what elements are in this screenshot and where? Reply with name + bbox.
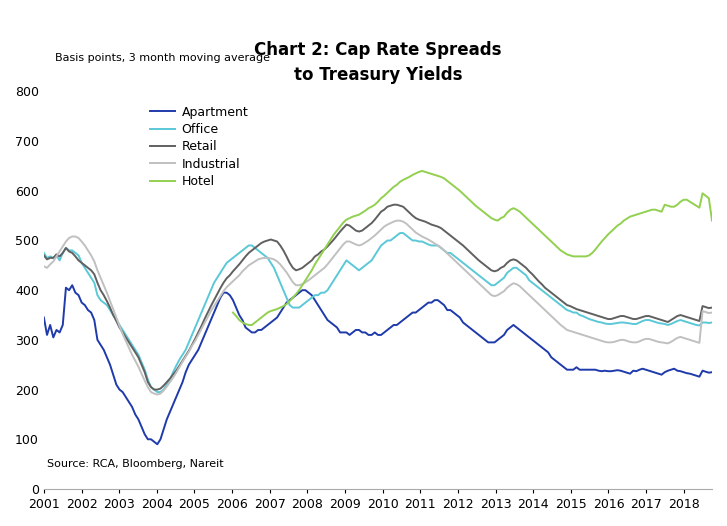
Apartment <box>39 315 48 321</box>
Retail <box>39 252 48 259</box>
Office <box>707 319 716 326</box>
Text: Basis points, 3 month moving average: Basis points, 3 month moving average <box>55 53 270 63</box>
Industrial <box>374 229 382 236</box>
Apartment <box>225 292 234 298</box>
Line: Office: Office <box>44 233 712 392</box>
Text: Source: RCA, Bloomberg, Nareit: Source: RCA, Bloomberg, Nareit <box>47 459 224 469</box>
Office <box>58 250 67 256</box>
Hotel <box>707 217 716 224</box>
Office <box>166 377 174 383</box>
Industrial <box>393 217 401 224</box>
Retail <box>197 323 206 329</box>
Office <box>222 260 231 266</box>
Apartment <box>276 309 284 316</box>
Retail <box>707 305 716 311</box>
Line: Apartment: Apartment <box>44 285 712 444</box>
Office <box>39 250 48 256</box>
Retail <box>222 275 231 281</box>
Industrial <box>153 391 161 398</box>
Apartment <box>58 322 67 328</box>
Office <box>197 309 206 316</box>
Industrial <box>58 244 67 250</box>
Industrial <box>39 263 48 269</box>
Retail <box>150 387 158 393</box>
Apartment <box>169 401 177 408</box>
Office <box>374 247 382 254</box>
Line: Industrial: Industrial <box>44 220 712 394</box>
Industrial <box>222 284 231 290</box>
Apartment <box>377 332 385 338</box>
Industrial <box>166 379 174 385</box>
Retail <box>374 213 382 219</box>
Retail <box>273 238 281 245</box>
Retail <box>58 250 67 256</box>
Apartment <box>68 282 76 288</box>
Apartment <box>153 441 161 448</box>
Retail <box>166 376 174 382</box>
Industrial <box>273 258 281 265</box>
Line: Hotel: Hotel <box>233 171 712 325</box>
Hotel <box>270 307 278 313</box>
Office <box>395 230 404 236</box>
Retail <box>390 201 398 208</box>
Industrial <box>197 326 206 332</box>
Office <box>153 389 161 395</box>
Apartment <box>707 369 716 376</box>
Hotel <box>371 201 379 208</box>
Office <box>273 272 281 278</box>
Legend: Apartment, Office, Retail, Industrial, Hotel: Apartment, Office, Retail, Industrial, H… <box>150 106 249 188</box>
Title: Chart 2: Cap Rate Spreads
to Treasury Yields: Chart 2: Cap Rate Spreads to Treasury Yi… <box>254 42 502 84</box>
Apartment <box>200 332 209 338</box>
Line: Retail: Retail <box>44 205 712 390</box>
Industrial <box>707 309 716 316</box>
